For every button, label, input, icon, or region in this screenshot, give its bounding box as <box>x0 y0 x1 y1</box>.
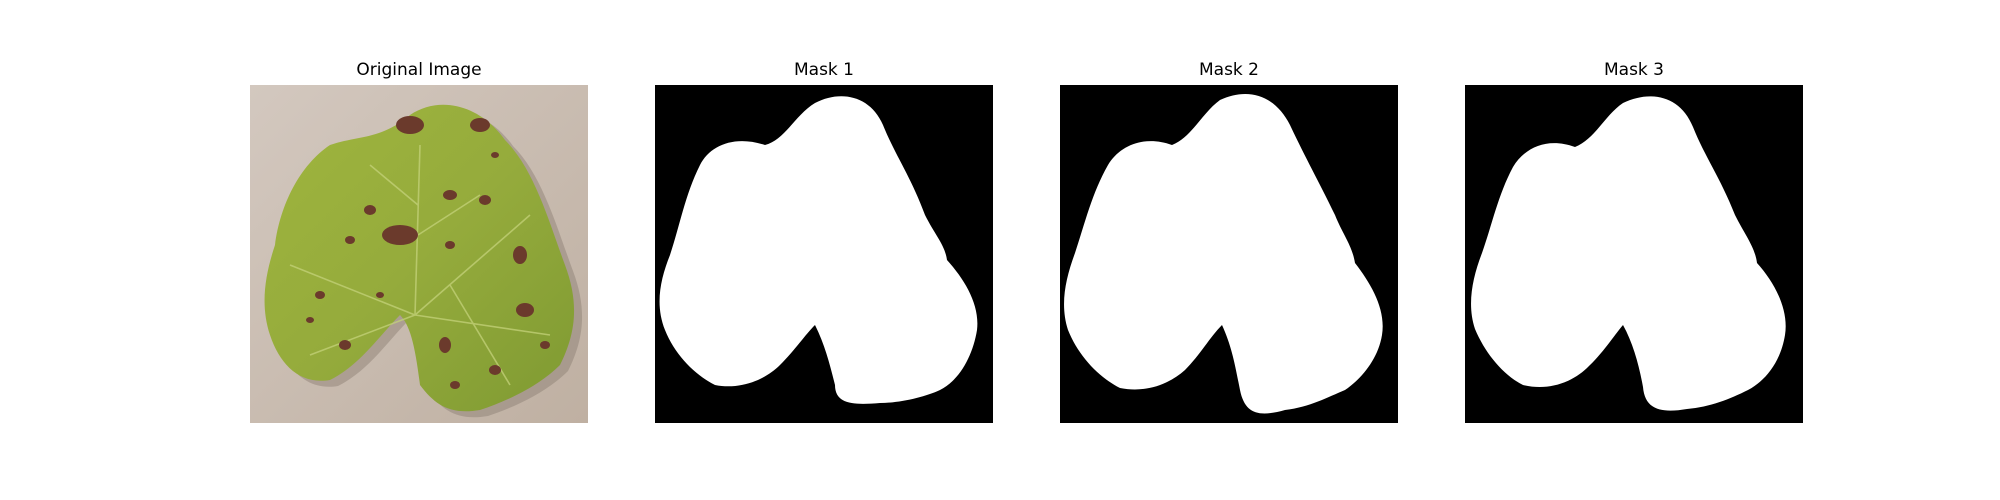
panel-title: Mask 2 <box>1198 60 1259 80</box>
panel-title: Mask 1 <box>793 60 854 80</box>
panel-title: Original Image <box>356 60 482 80</box>
mask-region <box>659 96 978 404</box>
mask-region <box>1064 93 1383 414</box>
mask-region <box>1471 96 1786 411</box>
leaf-shape <box>264 104 575 412</box>
mask-1-image <box>655 85 993 423</box>
original-leaf-photo <box>250 85 588 423</box>
mask-2-image <box>1060 85 1398 423</box>
panel-title: Mask 3 <box>1603 60 1664 80</box>
mask-3-image <box>1465 85 1803 423</box>
